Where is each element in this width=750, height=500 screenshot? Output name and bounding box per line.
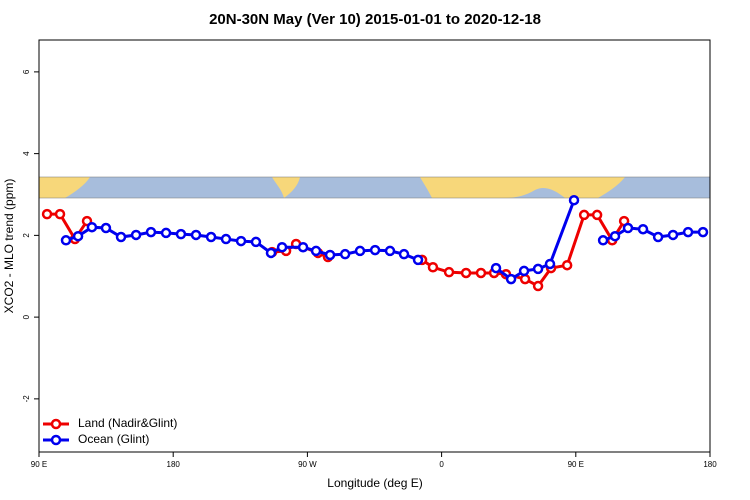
data-point [561,259,573,271]
data-point [518,265,530,277]
x-tick-label: 180 [703,460,717,469]
data-point [115,231,127,243]
y-tick-label: 6 [22,69,31,74]
data-point [54,208,66,220]
data-point [519,273,531,285]
data-point [637,223,649,235]
plot-frame [38,39,711,453]
data-point [160,227,172,239]
y-tick-label: 2 [22,233,31,238]
data-point [443,266,455,278]
data-point [220,233,232,245]
data-point [145,226,157,238]
data-point [412,254,424,266]
data-point [354,245,366,257]
data-point [609,230,621,242]
y-axis-label: XCO2 - MLO trend (ppm) [2,179,16,314]
data-point [100,222,112,234]
legend: Land (Nadir&Glint) Ocean (Glint) [43,416,177,446]
data-point [250,236,262,248]
legend-marker [50,434,62,446]
data-point [235,235,247,247]
data-point [384,245,396,257]
data-point [532,263,544,275]
data-point [324,249,336,261]
data-point [505,273,517,285]
y-tick-label: 4 [22,151,31,156]
data-point [667,229,679,241]
series-line [47,212,626,288]
data-point [276,241,288,253]
data-point [532,280,544,292]
x-tick-label: 90 E [31,460,47,469]
x-tick-label: 90 W [298,460,317,469]
x-tick-label: 0 [439,460,444,469]
data-point [130,229,142,241]
data-point [460,267,472,279]
data-point [591,209,603,221]
y-tick-label: -2 [22,395,31,403]
data-point [265,247,277,259]
data-point [297,241,309,253]
data-point [475,267,487,279]
legend-marker [50,418,62,430]
x-axis-label: Longitude (deg E) [327,476,422,490]
data-point [190,229,202,241]
x-tick-label: 90 E [568,460,584,469]
data-point [310,245,322,257]
data-point [682,226,694,238]
x-tick-label: 180 [167,460,181,469]
data-point [544,258,556,270]
y-tick-label: 0 [22,314,31,319]
data-point [86,221,98,233]
data-point [490,262,502,274]
data-point [205,231,217,243]
data-point [369,244,381,256]
data-point [652,231,664,243]
legend-label: Land (Nadir&Glint) [78,416,177,430]
data-point [697,226,709,238]
data-point [41,208,53,220]
data-point [339,248,351,260]
data-point [72,230,84,242]
data-point [597,235,609,246]
map-strip [38,176,711,199]
data-point [568,194,580,206]
data-point [175,228,187,240]
data-point [398,248,410,260]
data-point [622,222,634,234]
data-point [60,235,72,246]
data-point [578,209,590,221]
chart-title: 20N-30N May (Ver 10) 2015-01-01 to 2020-… [209,11,541,28]
data-point [427,262,439,273]
legend-label: Ocean (Glint) [78,432,149,446]
